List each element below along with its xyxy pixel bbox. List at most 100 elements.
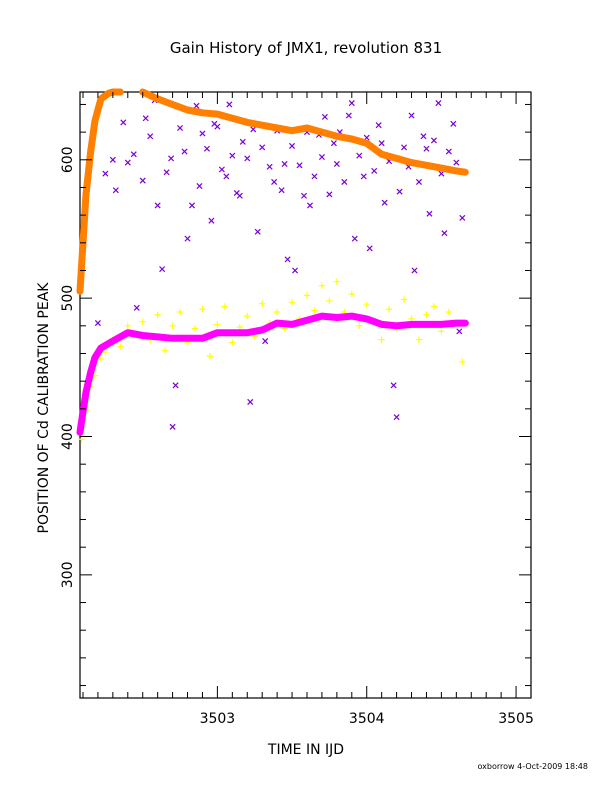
plus-marker-point	[124, 322, 131, 330]
x-marker-point	[390, 382, 397, 389]
chart-title: Gain History of JMX1, revolution 831	[170, 39, 442, 57]
x-tick-label: 3505	[498, 711, 534, 727]
plus-marker-point	[445, 308, 453, 316]
plus-marker-point	[199, 306, 206, 313]
series-4	[76, 312, 469, 436]
x-marker-point	[226, 101, 233, 108]
x-marker-point	[441, 230, 448, 237]
y-tick-label: 500	[60, 285, 76, 312]
x-marker-point	[271, 178, 278, 185]
x-marker-point	[393, 414, 400, 421]
plus-marker-point	[415, 336, 423, 343]
footer-stamp: oxborrow 4-Oct-2009 18:48	[478, 762, 588, 771]
x-marker-point	[177, 124, 184, 131]
series-0	[94, 97, 466, 430]
x-marker-point	[102, 170, 109, 177]
x-marker-point	[239, 138, 246, 145]
x-marker-point	[172, 382, 179, 389]
x-marker-point	[94, 320, 101, 327]
smoothed-series-line	[139, 88, 469, 176]
x-axis-label: TIME IN IJD	[267, 742, 344, 758]
plus-marker-point	[258, 300, 266, 307]
plus-marker-point	[318, 282, 326, 289]
x-marker-point	[415, 178, 423, 185]
x-marker-point	[218, 166, 225, 173]
x-marker-point	[250, 126, 257, 133]
y-axis-label: POSITION OF Cd CALIBRATION PEAK	[36, 282, 52, 534]
plus-marker-point	[378, 336, 385, 343]
x-marker-point	[356, 152, 363, 159]
x-marker-point	[223, 173, 230, 180]
plus-marker-point	[348, 290, 355, 298]
x-marker-point	[326, 191, 333, 198]
x-marker-point	[420, 133, 427, 140]
x-marker-point	[247, 398, 254, 405]
y-tick-label: 300	[60, 561, 76, 588]
x-marker-point	[147, 133, 154, 140]
x-marker-point	[236, 192, 243, 199]
series-1	[78, 278, 466, 443]
x-marker-point	[208, 217, 215, 224]
y-tick-label: 400	[60, 423, 76, 450]
plus-marker-point	[191, 325, 199, 332]
x-marker-point	[262, 338, 269, 345]
x-tick-label: 3504	[349, 711, 385, 727]
x-marker-point	[300, 192, 308, 199]
plus-marker-point	[244, 312, 251, 320]
plus-marker-point	[423, 311, 430, 318]
x-marker-point	[124, 159, 131, 166]
x-marker-point	[109, 156, 116, 163]
plus-marker-point	[363, 301, 370, 309]
x-marker-point	[401, 144, 408, 151]
plus-marker-point	[139, 318, 146, 325]
series-2	[76, 88, 124, 295]
plot-frame	[79, 91, 532, 699]
plus-marker-point	[385, 306, 393, 313]
x-tick-label: 3503	[200, 711, 236, 727]
x-marker-point	[341, 178, 348, 185]
x-marker-point	[292, 267, 299, 274]
plus-marker-point	[356, 322, 363, 330]
x-marker-point	[423, 145, 430, 152]
x-marker-point	[142, 115, 149, 122]
x-marker-point	[456, 328, 463, 335]
x-marker-point	[426, 210, 433, 217]
x-marker-point	[188, 202, 196, 209]
plus-marker-point	[214, 321, 221, 328]
x-marker-point	[333, 160, 340, 167]
x-marker-point	[229, 152, 236, 159]
plus-marker-point	[288, 299, 296, 306]
ticks-layer: 3503 3504 3505 300 400 500 600	[60, 92, 534, 727]
x-marker-point	[133, 304, 140, 311]
plus-marker-point	[161, 347, 169, 354]
x-marker-point	[163, 169, 170, 176]
x-marker-point	[168, 155, 175, 162]
x-marker-point	[360, 173, 367, 180]
x-marker-point	[112, 187, 119, 194]
plus-marker-point	[459, 358, 466, 365]
x-marker-point	[351, 235, 358, 242]
smoothed-series-line	[76, 312, 469, 436]
x-marker-point	[378, 140, 385, 147]
plus-marker-point	[333, 278, 341, 285]
plus-marker-point	[438, 328, 445, 335]
plus-marker-point	[206, 353, 214, 360]
x-marker-point	[371, 167, 378, 174]
x-marker-point	[435, 100, 442, 107]
x-marker-point	[203, 145, 210, 152]
x-marker-point	[450, 120, 457, 127]
plus-marker-point	[97, 355, 105, 363]
y-tick-label: 600	[60, 146, 76, 173]
plus-marker-point	[229, 339, 236, 346]
x-marker-point	[348, 100, 355, 107]
x-marker-point	[453, 159, 460, 166]
x-marker-point	[408, 112, 415, 119]
x-marker-point	[196, 183, 203, 190]
x-marker-point	[430, 137, 437, 144]
plus-marker-point	[117, 343, 124, 350]
x-marker-point	[296, 162, 303, 169]
x-marker-point	[254, 228, 261, 235]
plus-marker-point	[326, 297, 333, 305]
x-marker-point	[169, 423, 176, 430]
